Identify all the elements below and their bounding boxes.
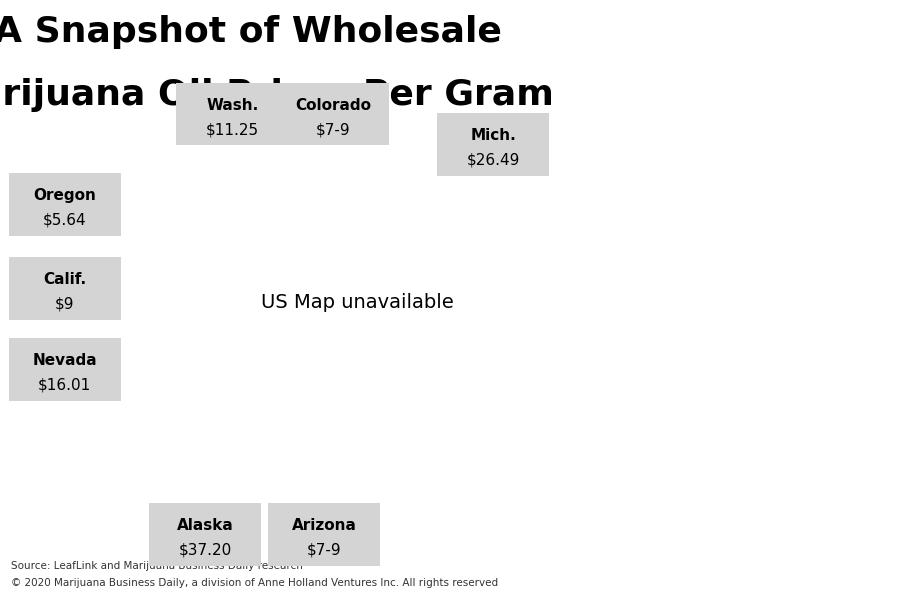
FancyBboxPatch shape [268,503,380,565]
Text: $11.25: $11.25 [205,122,259,137]
Text: $16.01: $16.01 [38,377,92,392]
Text: Oregon: Oregon [33,188,96,203]
FancyBboxPatch shape [437,113,549,175]
Text: Marijuana Oil Prices Per Gram: Marijuana Oil Prices Per Gram [0,78,554,112]
FancyBboxPatch shape [8,337,121,401]
Text: $7-9: $7-9 [316,122,350,137]
FancyBboxPatch shape [277,82,389,145]
Text: A Snapshot of Wholesale: A Snapshot of Wholesale [0,15,501,49]
FancyBboxPatch shape [8,257,121,319]
Text: $37.20: $37.20 [178,542,232,557]
FancyBboxPatch shape [176,82,288,145]
FancyBboxPatch shape [8,173,121,235]
Text: Nevada: Nevada [32,353,97,368]
Text: $7-9: $7-9 [307,542,341,557]
Text: Colorado: Colorado [295,98,371,113]
Text: Arizona: Arizona [292,518,356,533]
Text: $26.49: $26.49 [466,152,520,167]
Text: US Map unavailable: US Map unavailable [261,293,454,313]
Text: Wash.: Wash. [206,98,258,113]
Text: Calif.: Calif. [43,272,86,287]
Text: $5.64: $5.64 [43,212,86,227]
Text: Alaska: Alaska [176,518,234,533]
Text: Source: LeafLink and Marijuana Business Daily research: Source: LeafLink and Marijuana Business … [11,561,302,571]
Text: $9: $9 [55,296,75,311]
Text: Mich.: Mich. [471,128,516,143]
Text: © 2020 Marijuana Business Daily, a division of Anne Holland Ventures Inc. All ri: © 2020 Marijuana Business Daily, a divis… [11,578,498,588]
FancyBboxPatch shape [149,503,261,565]
